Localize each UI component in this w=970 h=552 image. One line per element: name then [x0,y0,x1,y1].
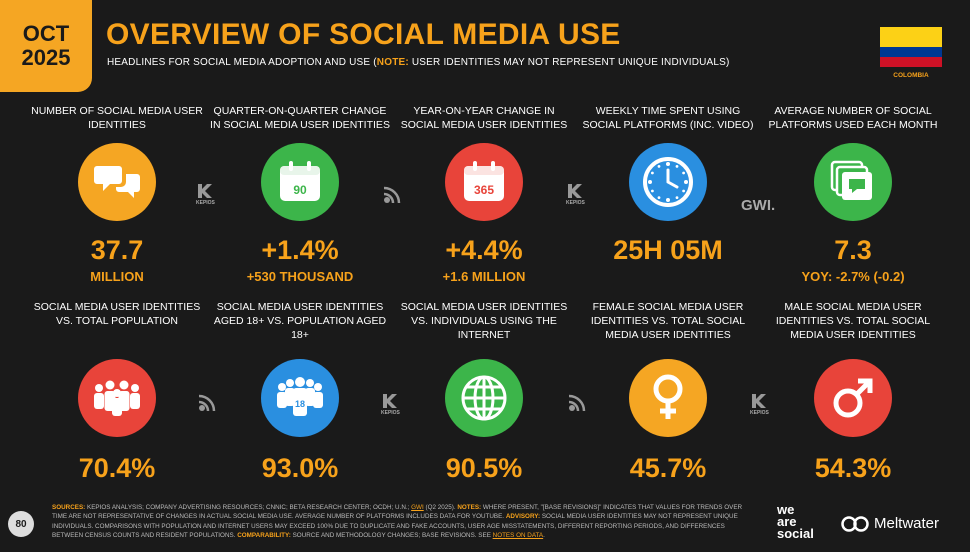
kepios-logo-icon: KEPIOS [750,393,769,417]
data-source-icon [381,186,401,206]
page-number: 80 [8,511,34,537]
stat-label: SOCIAL MEDIA USER IDENTITIES vs. TOTAL P… [33,301,201,327]
male-symbol-icon [814,359,892,437]
data-source-icon [566,394,586,414]
stat-value: +4.4% [445,235,523,265]
stat-male-users: MALE SOCIAL MEDIA USER IDENTITIES vs. TO… [763,300,943,483]
stat-subvalue: MILLION [90,269,144,284]
stat-users-vs-internet: SOCIAL MEDIA USER IDENTITIES vs. INDIVID… [394,300,574,483]
date-month: OCT [22,21,70,46]
stat-value: 25H 05M [613,235,723,265]
stacked-chat-icon [814,143,892,221]
stat-value: 37.7 [90,235,144,265]
stat-value: 93.0% [261,453,339,483]
stat-label: SOCIAL MEDIA USER IDENTITIES vs. INDIVID… [400,301,568,341]
people-group-icon [78,359,156,437]
clock-icon [629,143,707,221]
stat-female-users: FEMALE SOCIAL MEDIA USER IDENTITIES vs. … [578,300,758,483]
female-symbol-icon [629,359,707,437]
stat-avg-platforms: AVERAGE NUMBER OF SOCIAL PLATFORMS USED … [763,104,943,284]
data-source-icon [196,394,216,414]
calendar-365-icon: 365 [445,143,523,221]
stat-qoq-change: QUARTER-ON-QUARTER CHANGE IN SOCIAL MEDI… [210,104,390,284]
date-year: 2025 [21,45,71,70]
stat-users-18-plus: SOCIAL MEDIA USER IDENTITIES AGED 18+ vs… [210,300,390,483]
kepios-logo-icon: KEPIOS [381,393,400,417]
page-title: OVERVIEW OF SOCIAL MEDIA USE [106,18,621,51]
stat-label: WEEKLY TIME SPENT USING SOCIAL PLATFORMS… [582,105,754,131]
stat-value: +1.4% [261,235,339,265]
stat-label: AVERAGE NUMBER OF SOCIAL PLATFORMS USED … [768,105,938,131]
stat-value: 90.5% [445,453,523,483]
stat-subvalue: YOY: -2.7% (-0.2) [801,269,905,284]
stat-label: QUARTER-ON-QUARTER CHANGE IN SOCIAL MEDI… [210,105,390,131]
stat-subvalue: +530 THOUSAND [246,269,354,284]
globe-icon [445,359,523,437]
stat-label: FEMALE SOCIAL MEDIA USER IDENTITIES vs. … [590,301,746,341]
people-18-icon: 18 [261,359,339,437]
page-subtitle: HEADLINES FOR SOCIAL MEDIA ADOPTION AND … [107,57,730,68]
calendar-90-icon: 90 [261,143,339,221]
kepios-logo-icon: KEPIOS [196,183,215,207]
stat-value: 45.7% [629,453,707,483]
stat-label: MALE SOCIAL MEDIA USER IDENTITIES vs. TO… [775,301,931,341]
stat-value: 54.3% [814,453,892,483]
we-are-social-logo: we are social [777,502,814,541]
gwi-logo: GWI. [741,197,776,214]
colombia-flag [880,27,942,67]
svg-text:18: 18 [295,399,305,409]
svg-text:90: 90 [293,183,307,197]
stat-label: NUMBER OF SOCIAL MEDIA USER IDENTITIES [31,105,203,131]
stat-users-vs-population: SOCIAL MEDIA USER IDENTITIES vs. TOTAL P… [27,300,207,483]
stat-value: 70.4% [78,453,156,483]
stat-label: YEAR-ON-YEAR CHANGE IN SOCIAL MEDIA USER… [400,105,568,131]
meltwater-mark-icon [841,515,869,532]
footer-sources: SOURCES: KEPIOS ANALYSIS; COMPANY ADVERT… [52,504,743,539]
chat-bubbles-icon [78,143,156,221]
stat-value: 7.3 [834,235,872,265]
gwi-link[interactable]: GWI [411,504,424,511]
stat-weekly-time: WEEKLY TIME SPENT USING SOCIAL PLATFORMS… [578,104,758,269]
kepios-logo-icon: KEPIOS [566,183,585,207]
meltwater-logo: Meltwater [840,515,939,532]
country-label: COLOMBIA [893,72,929,79]
stat-social-media-users: NUMBER OF SOCIAL MEDIA USER IDENTITIES 3… [27,104,207,284]
stat-subvalue: +1.6 MILLION [442,269,526,284]
date-badge: OCT 2025 [0,0,92,92]
svg-text:365: 365 [474,183,494,197]
stat-label: SOCIAL MEDIA USER IDENTITIES AGED 18+ vs… [213,301,387,341]
stat-yoy-change: YEAR-ON-YEAR CHANGE IN SOCIAL MEDIA USER… [394,104,574,284]
notes-on-data-link[interactable]: NOTES ON DATA [492,531,544,539]
